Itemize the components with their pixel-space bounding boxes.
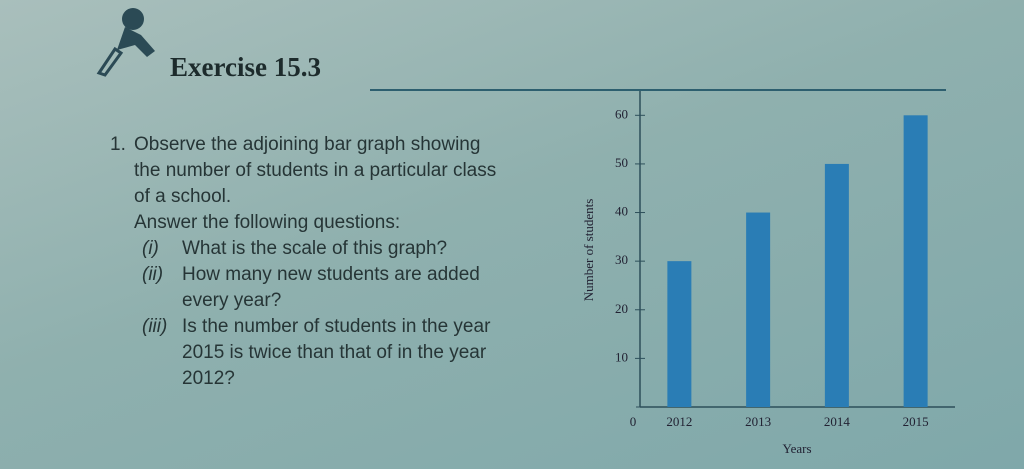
question-text: Observe the adjoining bar graph showing … [134, 134, 497, 207]
part-label: (i) [142, 238, 159, 259]
part: (ii) How many new students are added ever… [142, 262, 512, 314]
x-tick-label: 2013 [745, 414, 771, 429]
y-tick-label: 30 [615, 252, 628, 267]
question-number: 1. [110, 134, 126, 155]
question-prompt: Answer the following questions: [134, 212, 401, 233]
part: (iii) Is the number of students in the ye… [142, 314, 512, 392]
x-tick-label: 2015 [903, 414, 929, 429]
x-tick-label: 2014 [824, 414, 851, 429]
chart: Number of students Years 0 10 20 30 40 50 60 20… [581, 91, 955, 456]
part: (i) What is the scale of this graph? [142, 236, 512, 262]
x-tick-label: 2012 [666, 414, 692, 429]
part-text: What is the scale of this graph? [182, 238, 448, 259]
part-label: (ii) [142, 264, 164, 285]
part-label: (iii) [142, 316, 168, 337]
title: Exercise 15.3 [170, 52, 321, 82]
y-tick-label: 20 [615, 301, 628, 316]
rule [370, 89, 946, 91]
bar [824, 163, 849, 407]
bar [746, 212, 771, 407]
question: 1. Observe the adjoining bar graph showi… [110, 132, 510, 392]
y-tick-label: 10 [615, 349, 628, 364]
y-tick-label: 50 [615, 155, 628, 170]
exercise-icon [96, 8, 155, 77]
bar [903, 115, 928, 408]
part-text: Is the number of students in the year 20… [182, 316, 491, 389]
y-tick-label: 0 [630, 414, 637, 429]
y-tick-label: 40 [615, 204, 628, 219]
y-axis-label: Number of students [581, 199, 596, 302]
bar [667, 261, 692, 407]
part-text: How many new students are added every ye… [182, 264, 480, 311]
y-tick-label: 60 [615, 106, 628, 121]
x-axis-label: Years [782, 441, 811, 456]
